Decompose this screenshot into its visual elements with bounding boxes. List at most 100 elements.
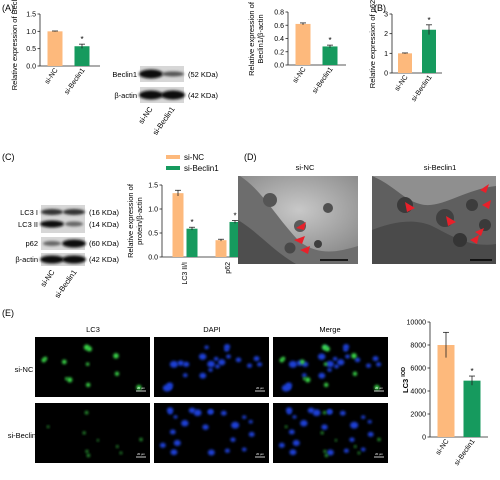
lc3-puncta	[82, 431, 86, 435]
y-tick-label: 0.4	[274, 36, 284, 43]
em-arrow-kd-4	[482, 200, 491, 209]
bar	[295, 23, 311, 65]
blot-c-actin-band-kd	[62, 255, 86, 264]
x-tick-label: si-Beclin1	[410, 74, 433, 103]
blot-c-lc3ii-band-nc	[40, 220, 64, 228]
nucleus	[337, 359, 345, 366]
bar	[322, 46, 338, 65]
x-tick-label: si-NC	[435, 438, 451, 456]
y-tick-label: 1.0	[26, 29, 36, 36]
blot-c-label-lc3i: LC3 I	[20, 208, 38, 217]
lc3-puncta	[65, 377, 68, 381]
panel-d-letter: (D)	[244, 152, 257, 162]
nucleus	[241, 447, 247, 452]
panel-e-fluorescence: LC3 DAPI Merge si-NC si-Beclin1 20 μm 20 …	[8, 325, 388, 463]
blot-a-lane-kd: si-Beclin1	[151, 105, 177, 137]
nucleus	[224, 347, 230, 352]
nucleus	[321, 424, 328, 430]
nucleus	[193, 409, 202, 417]
nucleus	[247, 363, 253, 368]
lc3-puncta	[62, 359, 67, 365]
nucleus	[376, 362, 382, 367]
blot-c-lane-kd: si-Beclin1	[53, 268, 79, 300]
blot-a-beclin1-band-kd	[162, 71, 184, 77]
nucleus	[167, 385, 173, 390]
blot-c-size-lc3i: (16 KDa)	[89, 208, 120, 217]
nucleus	[300, 420, 308, 427]
x-tick-label: si-NC	[394, 74, 410, 92]
em-arrow-nc-2	[294, 236, 305, 244]
nucleus	[224, 448, 230, 453]
y-tick-label: 0	[422, 435, 426, 442]
nucleus	[170, 449, 178, 456]
nucleus	[326, 360, 334, 368]
panel-b-letter: (B)	[374, 3, 386, 13]
y-tick-label: 6000	[410, 366, 426, 373]
nucleus	[199, 372, 207, 379]
nucleus	[207, 449, 215, 456]
significance-star: *	[427, 16, 430, 25]
nucleus	[181, 420, 189, 427]
nucleus	[343, 448, 349, 453]
lc3-puncta	[113, 353, 119, 359]
nucleus	[366, 363, 372, 368]
scale-bar-label: 20 μm	[256, 386, 264, 390]
blot-c-size-p62: (60 KDa)	[89, 239, 120, 248]
nucleus	[288, 360, 298, 368]
fluor-tile-merge-si-beclin1: 20 μm	[273, 403, 388, 463]
fluor-tile-dapi-si-nc: 20 μm	[154, 337, 269, 397]
panel-c-letter: (C)	[2, 152, 15, 162]
y-axis-label: Relative expression ofBeclin1/β-actin	[247, 1, 265, 76]
fluor-col-lc3: LC3	[86, 325, 100, 334]
nucleus	[220, 410, 227, 416]
nucleus	[301, 373, 307, 378]
lc3-puncta	[85, 362, 90, 366]
bar	[74, 46, 90, 66]
nucleus	[327, 368, 332, 372]
nucleus	[286, 410, 292, 415]
nucleus	[326, 449, 334, 456]
bar	[422, 29, 436, 73]
blot-c-actin-band-nc	[40, 255, 64, 264]
em-label-si-nc: si-NC	[296, 163, 315, 172]
nucleus	[367, 419, 372, 424]
y-axis-label: Relative expression ofprotein/β-actin	[126, 183, 144, 258]
y-tick-label: 1.5	[26, 12, 36, 19]
y-axis-label: Relative expression of Beclin1	[10, 0, 19, 90]
x-tick-label: si-NC	[292, 66, 308, 84]
fluor-row-si-nc: si-NC	[15, 365, 34, 374]
nucleus	[318, 372, 326, 379]
significance-star: *	[328, 36, 331, 45]
fluor-background	[35, 403, 150, 463]
blot-c: LC3 I LC3 II p62 β-actin (16 KDa) (14 KD…	[15, 205, 120, 300]
nucleus	[372, 356, 379, 362]
x-tick-label: si-Beclin1	[63, 67, 86, 96]
y-tick-label: 0.8	[274, 10, 284, 17]
fluor-background	[35, 337, 150, 397]
y-tick-label: 0.2	[274, 49, 284, 56]
nucleus	[230, 437, 236, 442]
nucleus	[177, 360, 184, 366]
nucleus	[167, 410, 173, 415]
y-tick-label: 0.0	[148, 255, 158, 262]
lc3-puncta	[116, 445, 119, 448]
scale-bar-label: 20 μm	[256, 452, 264, 456]
y-tick-label: 0.5	[148, 231, 158, 238]
nucleus	[292, 415, 297, 419]
nucleus	[288, 429, 295, 435]
nucleus	[354, 357, 361, 363]
significance-star: *	[80, 35, 83, 44]
nucleus	[218, 359, 226, 366]
lc3-puncta	[86, 453, 91, 458]
blot-a-label-beclin1: Beclin1	[112, 70, 137, 79]
lc3-puncta	[352, 371, 358, 376]
lc3-puncta	[374, 384, 380, 391]
nucleus	[226, 354, 231, 359]
chart-e-lc3-iod: 0 2000 4000 6000 8000 10000 LC3 IOD si-NC * si-Be…	[401, 320, 488, 467]
fluor-col-merge: Merge	[319, 325, 340, 334]
lc3-puncta	[324, 346, 330, 352]
lc3-puncta	[323, 449, 327, 453]
chart-a-beclin1-protein: 0.0 0.2 0.4 0.6 0.8 Relative expression ofBec…	[247, 1, 346, 95]
nucleus	[213, 356, 219, 361]
nucleus	[182, 373, 188, 378]
